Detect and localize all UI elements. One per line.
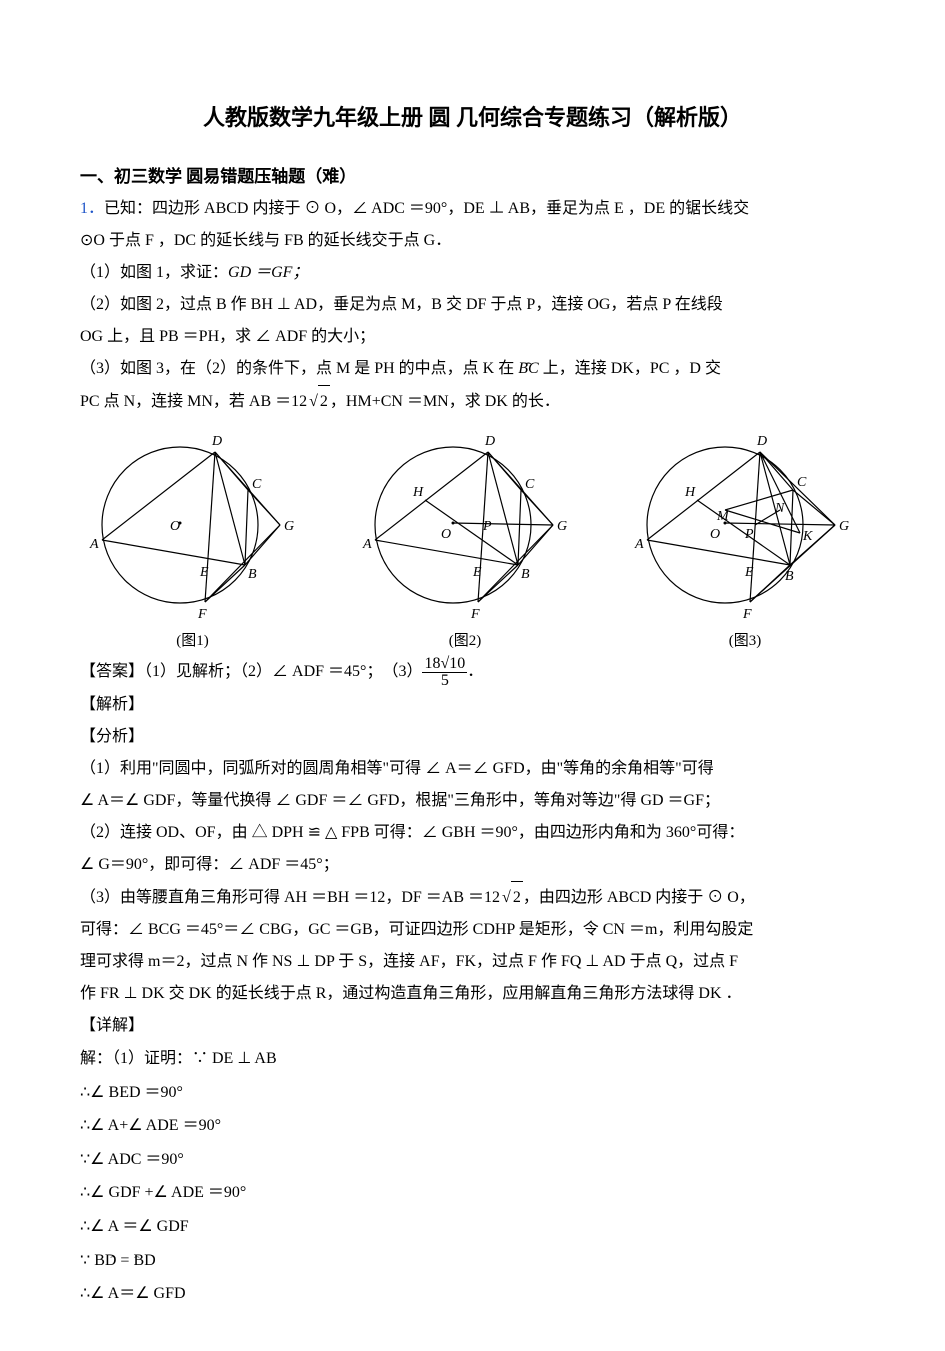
jiexi-label: 【解析】 [80, 689, 865, 721]
svg-text:C: C [797, 475, 807, 490]
sqrt-2-b: 2 [500, 881, 523, 914]
fenxi-6: 可得：∠ BCG ＝45°＝∠ CBG，GC ＝GB，可证四边形 CDHP 是矩… [80, 914, 865, 946]
xj7a: ∵ [80, 1252, 94, 1269]
xj-6: ∴∠ A ＝∠ GDF [80, 1210, 865, 1244]
q1p3-b: 上，连接 DK，PC ，D 交 [539, 360, 721, 377]
svg-text:P: P [744, 527, 754, 542]
svg-text:F: F [742, 607, 752, 622]
fenxi-3: （2）连接 OD、OF，由 △ DPH ≌ △ FPB 可得：∠ GBH ＝90… [80, 817, 865, 849]
page-container: 人教版数学九年级上册 圆 几何综合专题练习（解析版） 一、初三数学 圆易错题压轴… [0, 0, 945, 1351]
q1-text-1: 已知：四边形 ABCD 内接于 ⊙ O，∠ ADC ＝90°，DE ⊥ AB，垂… [104, 200, 749, 217]
question-1-part2-l1: （2）如图 2，过点 B 作 BH ⊥ AD，垂足为点 M，B 交 DF 于点 … [80, 289, 865, 321]
xj-4: ∵∠ ADC ＝90° [80, 1143, 865, 1177]
svg-text:K: K [802, 529, 813, 544]
figures-row: A B C D E F G O (图1) [80, 430, 865, 650]
figure-1: A B C D E F G O (图1) [80, 430, 305, 650]
svg-text:M: M [716, 509, 730, 524]
arc-bc: ⌢BC [518, 360, 538, 377]
question-1-part2-l2: OG 上，且 PB ＝PH，求 ∠ ADF 的大小； [80, 321, 865, 353]
svg-text:A: A [634, 537, 644, 552]
svg-text:C: C [525, 477, 535, 492]
q1p3-a: （3）如图 3，在（2）的条件下，点 M 是 PH 的中点，点 K 在 [80, 360, 518, 377]
svg-text:B: B [248, 567, 257, 582]
xj-7: ∵ ⌢ ⌢BD = BD [80, 1244, 865, 1278]
question-number-1: 1． [80, 200, 104, 217]
sqrt-2-a: 2 [307, 385, 330, 418]
svg-text:G: G [839, 519, 849, 534]
q1p1-label: （1）如图 1，求证： [80, 264, 228, 281]
question-1-line-1: 1．已知：四边形 ABCD 内接于 ⊙ O，∠ ADC ＝90°，DE ⊥ AB… [80, 193, 865, 225]
figure-2: A B C D E F G H O P (图2) [353, 430, 578, 650]
svg-text:H: H [412, 485, 424, 500]
xj-2: ∴∠ BED ＝90° [80, 1076, 865, 1110]
svg-text:G: G [284, 519, 294, 534]
document-title: 人教版数学九年级上册 圆 几何综合专题练习（解析版） [80, 100, 865, 132]
svg-text:O: O [170, 519, 180, 534]
q1p3-d: ，HM+CN ＝MN，求 DK 的长． [330, 393, 560, 410]
svg-text:C: C [252, 477, 262, 492]
svg-text:A: A [89, 537, 99, 552]
svg-text:E: E [199, 565, 209, 580]
fenxi-1: （1）利用"同圆中，同弧所对的圆周角相等"可得 ∠ A＝∠ GFD，由"等角的余… [80, 753, 865, 785]
fenxi-7: 理可求得 m＝2，过点 N 作 NS ⊥ DP 于 S，连接 AF，FK，过点 … [80, 946, 865, 978]
figure-1-caption: (图1) [80, 629, 305, 650]
question-1-part3-l1: （3）如图 3，在（2）的条件下，点 M 是 PH 的中点，点 K 在 ⌢BC … [80, 353, 865, 385]
sqrt-2-b-rad: 2 [511, 881, 523, 914]
answer-line: 【答案】（1）见解析；（2）∠ ADF ＝45°； （3）18√105． [80, 656, 865, 689]
sqrt-2-a-rad: 2 [318, 385, 330, 418]
svg-text:D: D [756, 434, 767, 449]
svg-text:F: F [197, 607, 207, 622]
arc-bd-bd: ⌢ ⌢BD = BD [94, 1252, 155, 1269]
ans-3-den: 5 [422, 673, 467, 689]
q1p1-eq: GD ＝GF； [228, 264, 308, 281]
svg-text:D: D [484, 434, 495, 449]
figure-3-caption: (图3) [625, 629, 865, 650]
svg-text:E: E [744, 565, 754, 580]
xiangjie-label: 【详解】 [80, 1010, 865, 1042]
svg-text:E: E [472, 565, 482, 580]
svg-text:O: O [441, 527, 451, 542]
fenxi-2: ∠ A＝∠ GDF，等量代换得 ∠ GDF ＝∠ GFD，根据"三角形中，等角对… [80, 785, 865, 817]
figure-3-svg: A B C D E F G H M N K O P [625, 430, 865, 625]
ans-1: （1）见解析； [144, 663, 240, 680]
xj-3: ∴∠ A+∠ ADE ＝90° [80, 1109, 865, 1143]
svg-text:O: O [710, 527, 720, 542]
section-heading: 一、初三数学 圆易错题压轴题（难） [80, 162, 865, 187]
answer-label: 【答案】 [80, 663, 144, 680]
figure-3: A B C D E F G H M N K O P (图3) [625, 430, 865, 650]
svg-text:A: A [362, 537, 372, 552]
svg-text:D: D [211, 434, 222, 449]
figure-1-svg: A B C D E F G O [80, 430, 305, 625]
svg-text:N: N [774, 501, 785, 516]
ans-3-num: 18√10 [422, 656, 467, 673]
fenxi-5: （3）由等腰直角三角形可得 AH ＝BH ＝12，DF ＝AB ＝12 2，由四边… [80, 881, 865, 914]
fenxi5a: （3）由等腰直角三角形可得 AH ＝BH ＝12，DF ＝AB ＝12 [80, 889, 500, 906]
svg-text:B: B [521, 567, 530, 582]
question-1-line-2: ⊙O 于点 F ，DC 的延长线与 FB 的延长线交于点 G． [80, 225, 865, 257]
figure-2-svg: A B C D E F G H O P [353, 430, 578, 625]
xj-1: 解：（1）证明：∵ DE ⊥ AB [80, 1042, 865, 1076]
ans-3-frac: 18√105 [422, 656, 467, 689]
q1p3-c: PC 点 N，连接 MN，若 AB ＝12 [80, 393, 307, 410]
question-1-part3-l2: PC 点 N，连接 MN，若 AB ＝12 2，HM+CN ＝MN，求 DK 的长… [80, 385, 865, 418]
fenxi-8: 作 FR ⊥ DK 交 DK 的延长线于点 R，通过构造直角三角形，应用解直角三… [80, 978, 865, 1010]
svg-text:G: G [557, 519, 567, 534]
ans-2: （2）∠ ADF ＝45°； [240, 663, 374, 680]
fenxi-label: 【分析】 [80, 721, 865, 753]
fenxi5b: ，由四边形 ABCD 内接于 ⊙ O， [523, 889, 755, 906]
figure-2-caption: (图2) [353, 629, 578, 650]
svg-text:H: H [684, 485, 696, 500]
svg-text:B: B [785, 569, 794, 584]
fenxi-4: ∠ G＝90°，即可得：∠ ADF ＝45°； [80, 849, 865, 881]
ans-period: ． [467, 663, 483, 680]
xj-5: ∴∠ GDF +∠ ADE ＝90° [80, 1176, 865, 1210]
question-1-part1: （1）如图 1，求证：GD ＝GF； [80, 257, 865, 289]
svg-text:P: P [482, 519, 492, 534]
svg-text:F: F [470, 607, 480, 622]
ans-3-label: （3） [390, 663, 422, 680]
xj-8: ∴∠ A＝∠ GFD [80, 1277, 865, 1311]
